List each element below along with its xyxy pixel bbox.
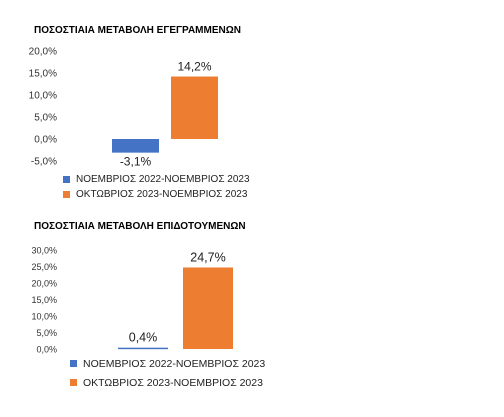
legend-item: ΝΟΕΜΒΡΙΟΣ 2022-ΝΟΕΜΒΡΙΟΣ 2023 — [63, 172, 250, 187]
y-tick-label: 0,0% — [34, 135, 57, 146]
legend-label: ΟΚΤΩΒΡΙΟΣ 2023-ΝΟΕΜΒΡΙΟΣ 2023 — [76, 189, 248, 200]
legend: ΝΟΕΜΒΡΙΟΣ 2022-ΝΟΕΜΒΡΙΟΣ 2023 ΟΚΤΩΒΡΙΟΣ … — [70, 354, 265, 392]
y-tick-label: 20,0% — [31, 279, 57, 289]
chart-title: ΠΟΣΟΣΤΙΑΙΑ ΜΕΤΑΒΟΛΗ ΕΠΙΔΟΤΟΥΜΕΝΩΝ — [34, 221, 246, 232]
data-label: 0,4% — [129, 331, 158, 345]
data-label: 24,7% — [190, 250, 225, 264]
legend-swatch-blue — [63, 176, 70, 183]
legend-item: ΟΚΤΩΒΡΙΟΣ 2023-ΝΟΕΜΒΡΙΟΣ 2023 — [63, 187, 250, 202]
legend: ΝΟΕΜΒΡΙΟΣ 2022-ΝΟΕΜΒΡΙΟΣ 2023 ΟΚΤΩΒΡΙΟΣ … — [63, 172, 250, 202]
y-tick-label: 25,0% — [31, 262, 57, 272]
bar — [183, 267, 233, 349]
bar — [171, 76, 218, 139]
legend-item: ΝΟΕΜΒΡΙΟΣ 2022-ΝΟΕΜΒΡΙΟΣ 2023 — [70, 354, 265, 373]
legend-label: ΝΟΕΜΒΡΙΟΣ 2022-ΝΟΕΜΒΡΙΟΣ 2023 — [83, 357, 266, 370]
data-label: 14,2% — [177, 60, 211, 74]
legend-swatch-orange — [63, 191, 70, 198]
y-tick-label: -5,0% — [31, 157, 57, 168]
y-tick-label: 20,0% — [29, 47, 57, 58]
bar — [118, 347, 168, 350]
legend-swatch-orange — [70, 379, 77, 386]
legend-label: ΝΟΕΜΒΡΙΟΣ 2022-ΝΟΕΜΒΡΙΟΣ 2023 — [76, 174, 250, 185]
y-tick-label: 10,0% — [31, 312, 57, 322]
data-label: -3,1% — [120, 155, 152, 169]
y-tick-label: 5,0% — [36, 328, 57, 338]
legend-item: ΟΚΤΩΒΡΙΟΣ 2023-ΝΟΕΜΒΡΙΟΣ 2023 — [70, 373, 265, 392]
y-tick-label: 5,0% — [34, 113, 57, 124]
bar — [112, 139, 159, 153]
legend-swatch-blue — [70, 360, 77, 367]
legend-label: ΟΚΤΩΒΡΙΟΣ 2023-ΝΟΕΜΒΡΙΟΣ 2023 — [83, 376, 263, 389]
y-tick-label: 0,0% — [36, 345, 57, 355]
chart-panel-subsidized: ΠΟΣΟΣΤΙΑΙΑ ΜΕΤΑΒΟΛΗ ΕΠΙΔΟΤΟΥΜΕΝΩΝ 0,0% 5,… — [0, 210, 504, 417]
y-tick-label: 30,0% — [31, 246, 57, 256]
y-tick-label: 10,0% — [29, 91, 57, 102]
y-tick-label: 15,0% — [29, 69, 57, 80]
bar-chart-subsidized: 0,0% 5,0% 10,0% 15,0% 20,0% 25,0% 30,0% 0,4% 24,… — [31, 246, 233, 355]
y-tick-label: 15,0% — [31, 295, 57, 305]
chart-panel-registered: ΠΟΣΟΣΤΙΑΙΑ ΜΕΤΑΒΟΛΗ ΕΓΕΓΡΑΜΜΕΝΩΝ -5,0% 0,… — [29, 25, 250, 202]
chart-title: ΠΟΣΟΣΤΙΑΙΑ ΜΕΤΑΒΟΛΗ ΕΓΕΓΡΑΜΜΕΝΩΝ — [34, 25, 241, 36]
bar-chart-registered: -5,0% 0,0% 5,0% 10,0% 15,0% 20,0% -3,1% 14,2% — [29, 47, 218, 169]
